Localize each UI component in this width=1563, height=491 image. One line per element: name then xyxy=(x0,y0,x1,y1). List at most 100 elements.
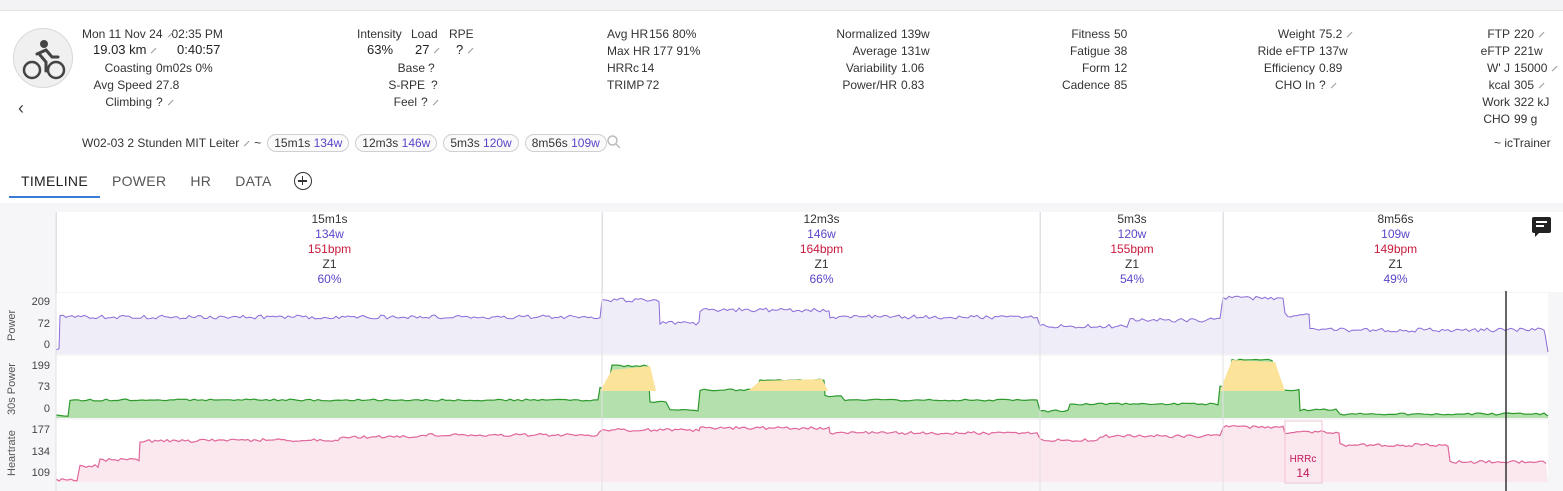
feel-value[interactable]: ? xyxy=(421,95,439,109)
fitness-label: Fitness xyxy=(1071,27,1110,41)
eftp-value: 221w xyxy=(1514,44,1543,58)
tab-hr[interactable]: HR xyxy=(190,173,212,189)
tick-label: 0 xyxy=(43,339,50,351)
work-value: 322 kJ xyxy=(1514,95,1550,109)
kcal-value[interactable]: 305 xyxy=(1514,78,1545,92)
interval-chip[interactable]: 12m3s 146w xyxy=(355,134,438,152)
power-trace xyxy=(55,295,1549,354)
w-prime-label: W' J xyxy=(1487,61,1510,75)
activity-type-avatar xyxy=(13,28,73,88)
tab-timeline[interactable]: TIMELINE xyxy=(9,168,100,198)
power30-trace xyxy=(55,358,1549,418)
interval-summary[interactable]: 5m3s 120w 155bpm Z1 54% xyxy=(1040,212,1223,292)
interval-summary[interactable]: 12m3s 146w 164bpm Z1 66% xyxy=(602,212,1040,292)
interval-chip[interactable]: 5m3s 120w xyxy=(443,134,519,152)
avg-speed-value: 27.8 xyxy=(156,78,180,92)
search-icon[interactable] xyxy=(607,135,621,149)
tick-label: 209 xyxy=(31,296,50,308)
power-fill xyxy=(56,296,1548,354)
cycling-icon xyxy=(22,40,66,80)
power30-above-threshold xyxy=(1220,360,1285,391)
power30-above-threshold xyxy=(748,379,828,391)
workout-name[interactable]: W02-03 2 Stunden MIT Leiter xyxy=(82,136,250,150)
average-value: 131w xyxy=(901,44,930,58)
cho-label: CHO xyxy=(1483,112,1510,126)
weight-value[interactable]: 75.2 xyxy=(1319,27,1353,41)
power-hr-label: Power/HR xyxy=(842,78,897,92)
interval-summary[interactable]: 15m1s 134w 151bpm Z1 60% xyxy=(56,212,602,292)
avg-speed-label: Avg Speed xyxy=(93,78,153,92)
rpe-label: RPE xyxy=(449,27,474,41)
tick-label: 72 xyxy=(37,318,50,330)
load-label: Load xyxy=(411,27,438,41)
intensity-label: Intensity xyxy=(357,27,402,41)
rpe-value[interactable]: ? xyxy=(456,43,474,57)
ftp-value[interactable]: 220 xyxy=(1514,27,1545,41)
add-tab-icon[interactable] xyxy=(293,172,312,190)
hrrc-box-value: 14 xyxy=(1296,466,1310,480)
duration-value: 0:40:57 xyxy=(177,42,221,57)
power-line xyxy=(55,295,1549,354)
tick-label: 199 xyxy=(31,360,50,372)
weight-label: Weight xyxy=(1277,27,1315,41)
normalized-value: 139w xyxy=(901,27,930,41)
tick-label: 109 xyxy=(31,467,50,479)
heartrate-fill xyxy=(56,425,1548,482)
feel-label: Feel xyxy=(393,95,417,109)
srpe-label: S-RPE xyxy=(388,78,425,92)
max-hr-label: Max HR xyxy=(607,44,651,58)
ride-eftp-label: Ride eFTP xyxy=(1257,44,1315,58)
cho-value: 99 g xyxy=(1514,112,1538,126)
tick-label: 73 xyxy=(37,381,50,393)
variability-value: 1.06 xyxy=(901,61,925,75)
ftp-label: FTP xyxy=(1487,27,1510,41)
trimp-value: 72 xyxy=(646,78,660,92)
max-hr-value: 177 91% xyxy=(653,44,701,58)
fatigue-label: Fatigue xyxy=(1069,44,1110,58)
fitness-value: 50 xyxy=(1114,27,1128,41)
form-label: Form xyxy=(1082,61,1110,75)
form-value: 12 xyxy=(1114,61,1128,75)
comment-icon[interactable] xyxy=(1532,217,1551,237)
cho-in-label: CHO In xyxy=(1274,78,1315,92)
load-value[interactable]: 27 xyxy=(415,43,440,57)
interval-chip[interactable]: 15m1s 134w xyxy=(267,134,350,152)
distance-value: 19.03 km xyxy=(93,43,157,57)
hrrc-box xyxy=(1284,420,1323,484)
hrrc-label: HRRc xyxy=(607,61,639,75)
cho-in-value[interactable]: ? xyxy=(1319,78,1337,92)
climbing-label: Climbing xyxy=(105,95,152,109)
hrrc-box-label: HRRc xyxy=(1290,454,1317,465)
interval-chip[interactable]: 8m56s 109w xyxy=(524,134,607,152)
back-chevron-icon[interactable]: ‹ xyxy=(18,98,24,118)
climbing-value[interactable]: ? xyxy=(156,95,174,109)
heartrate-trace xyxy=(55,424,1548,482)
power30-above-threshold xyxy=(600,366,656,391)
top-bar xyxy=(0,0,1563,11)
w-prime-value[interactable]: 15000 xyxy=(1514,61,1558,75)
coasting-label: Coasting xyxy=(104,61,152,75)
activity-datetime: Mon 11 Nov 24 02:35 PM xyxy=(82,27,223,41)
hrrc-value: 14 xyxy=(641,61,655,75)
average-label: Average xyxy=(852,44,897,58)
efficiency-label: Efficiency xyxy=(1263,61,1315,75)
avg-hr-label: Avg HR xyxy=(607,27,649,41)
cadence-value: 85 xyxy=(1114,78,1128,92)
source-label: ~ icTrainer xyxy=(1494,136,1551,150)
eftp-label: eFTP xyxy=(1480,44,1510,58)
base-value: ? xyxy=(428,61,435,75)
efficiency-value: 0.89 xyxy=(1319,61,1343,75)
tab-power[interactable]: POWER xyxy=(111,173,167,189)
heartrate-line xyxy=(55,424,1547,482)
tick-label: 0 xyxy=(43,403,50,415)
intensity-value: 63% xyxy=(367,42,394,57)
coasting-value: 0m02s 0% xyxy=(156,61,213,75)
interval-summary[interactable]: 8m56s 109w 149bpm Z1 49% xyxy=(1223,212,1563,292)
power-hr-value: 0.83 xyxy=(901,78,925,92)
work-label: Work xyxy=(1482,95,1510,109)
tab-data[interactable]: DATA xyxy=(235,173,272,189)
tilde: ~ xyxy=(254,136,262,150)
trimp-label: TRIMP xyxy=(607,78,645,92)
normalized-label: Normalized xyxy=(836,27,897,41)
